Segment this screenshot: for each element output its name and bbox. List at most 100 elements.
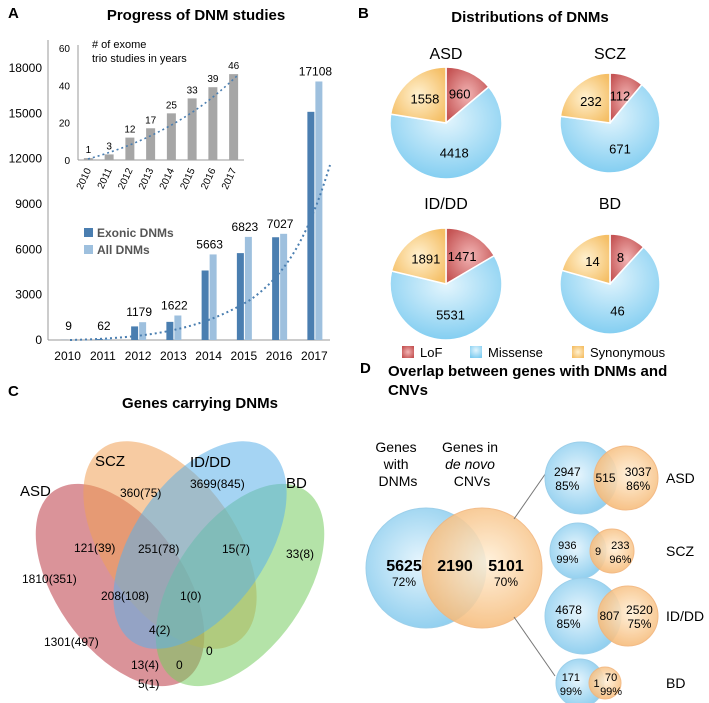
region-asd-only: 1810(351) xyxy=(22,572,77,586)
pie-slice-label: 112 xyxy=(609,89,630,104)
inset-xtick-label: 2010 xyxy=(75,166,95,191)
pie-slice-label: 46 xyxy=(610,303,624,318)
main-xtick-label: 2017 xyxy=(301,349,328,363)
inset-data-label: 17 xyxy=(145,115,157,126)
pie-title: ID/DD xyxy=(424,196,468,213)
pie-slice-label: 1471 xyxy=(448,249,477,264)
inset-xtick-label: 2011 xyxy=(96,166,115,191)
pie-slice-missense xyxy=(559,83,661,174)
region-scz-iddd: 251(78) xyxy=(138,542,179,556)
inset-ytick-label: 0 xyxy=(64,156,70,167)
inset-data-label: 25 xyxy=(166,100,178,111)
sub-venn-left-pct: 99% xyxy=(560,686,582,698)
inset-bar xyxy=(125,137,135,160)
main-xtick-label: 2014 xyxy=(195,349,222,363)
main-bar-exonic-dnms xyxy=(201,270,209,340)
panel-d-title-line1: Overlap between genes with DNMs and xyxy=(388,363,667,380)
region-iddd-only: 3699(845) xyxy=(190,477,245,491)
pie-title: BD xyxy=(599,196,621,213)
sub-venn-left-value: 2947 xyxy=(554,465,581,479)
inset-ytick-label: 20 xyxy=(59,119,71,130)
main-right-label: Genes in de novo CNVs xyxy=(442,439,502,489)
sub-venn-name: ID/DD xyxy=(666,608,704,624)
main-bar-all-dnms xyxy=(244,236,252,340)
main-xtick-label: 2012 xyxy=(125,349,152,363)
sub-venn-overlap: 807 xyxy=(599,609,619,623)
inset-xtick-label: 2014 xyxy=(158,166,178,191)
main-ytick-label: 12000 xyxy=(9,152,43,166)
main-xtick-label: 2015 xyxy=(231,349,258,363)
inset-data-label: 3 xyxy=(106,141,112,152)
legend-all-swatch xyxy=(84,245,93,254)
pie-slice-synonymous xyxy=(560,233,611,285)
sub-venn-right-value: 2520 xyxy=(626,603,653,617)
pie-title: SCZ xyxy=(594,46,626,63)
inset-bar xyxy=(104,154,114,160)
sub-venn-cnv-circle xyxy=(589,528,635,574)
inset-bar xyxy=(146,128,156,160)
sub-venn-name: SCZ xyxy=(666,543,694,559)
main-left-value: 5625 xyxy=(386,558,422,575)
region-asd-scz-bd: 5(1) xyxy=(138,677,159,691)
legend-synonymous-swatch xyxy=(572,346,584,358)
main-bar-exonic-dnms xyxy=(95,339,103,340)
sub-venn-cnv-circle xyxy=(597,585,659,647)
inset-trendline xyxy=(87,74,239,160)
region-scz-iddd-bd: 1(0) xyxy=(180,589,201,603)
pie-slice-label: 14 xyxy=(585,254,599,269)
main-xtick-label: 2013 xyxy=(160,349,187,363)
inset-xtick-label: 2013 xyxy=(137,166,157,191)
legend-all-label: All DNMs xyxy=(97,243,150,257)
pie-slice-label: 1558 xyxy=(410,91,439,106)
venn4-ellipses xyxy=(35,441,325,687)
venn-iddd-ellipse xyxy=(113,441,287,649)
main-bar-all-dnms xyxy=(315,81,323,340)
region-scz-bd: 0 xyxy=(206,644,213,658)
panel-a: A Progress of DNM studies 0 3000 6000 9000 1… xyxy=(8,5,332,363)
inset-data-label: 1 xyxy=(86,145,92,156)
main-bar-exonic-dnms xyxy=(272,237,280,340)
sub-venn-overlap: 515 xyxy=(595,471,615,485)
inset-bar xyxy=(208,87,218,160)
legend-exonic-label: Exonic DNMs xyxy=(97,226,174,240)
sub-venn-right-value: 70 xyxy=(605,672,617,684)
main-ytick-label: 0 xyxy=(35,333,42,347)
region-all-four: 4(2) xyxy=(149,623,170,637)
venn-set-scz: SCZ xyxy=(95,453,125,470)
sub-venn-left-value: 4678 xyxy=(555,603,582,617)
pie-slice-label: 232 xyxy=(580,94,602,109)
main-xtick-label: 2011 xyxy=(90,349,116,363)
pie-slice-synonymous xyxy=(390,227,447,285)
main-trendline xyxy=(69,164,331,341)
main-data-label: 7027 xyxy=(267,217,294,231)
venn-set-bd: BD xyxy=(286,475,307,492)
panel-b-title: Distributions of DNMs xyxy=(451,9,609,26)
inset-data-label: 33 xyxy=(187,85,199,96)
legend-exonic-swatch xyxy=(84,228,93,237)
pie-slice-label: 5531 xyxy=(436,307,465,322)
region-asd-iddd-bd: 13(4) xyxy=(131,658,159,672)
inset-bar xyxy=(166,113,176,160)
main-data-label: 6823 xyxy=(232,220,259,234)
inset-ytick-label: 40 xyxy=(59,81,71,92)
main-bar-all-dnms xyxy=(103,339,111,340)
venn-set-asd: ASD xyxy=(20,483,51,500)
legend-lof-swatch xyxy=(402,346,414,358)
venn-set-iddd: ID/DD xyxy=(190,454,231,471)
sub-venn-overlap: 1 xyxy=(593,678,599,690)
region-asd-bd: 0 xyxy=(176,658,183,672)
inset-bar xyxy=(187,98,197,160)
panel-d-letter: D xyxy=(360,360,371,377)
legend-synonymous-label: Synonymous xyxy=(590,345,666,360)
main-left-pct: 72% xyxy=(392,575,416,589)
panel-b: B Distributions of DNMs ASD 960 4418 1558 SC… xyxy=(358,5,666,360)
panel-a-letter: A xyxy=(8,5,19,22)
pie-slice-label: 1891 xyxy=(411,252,440,267)
inset-data-label: 12 xyxy=(124,125,136,136)
sub-venn-right-pct: 99% xyxy=(600,686,622,698)
main-bar-all-dnms xyxy=(280,233,288,340)
pie-slice-label: 8 xyxy=(617,250,624,265)
main-ytick-label: 9000 xyxy=(15,197,42,211)
region-bd-only: 33(8) xyxy=(286,547,314,561)
